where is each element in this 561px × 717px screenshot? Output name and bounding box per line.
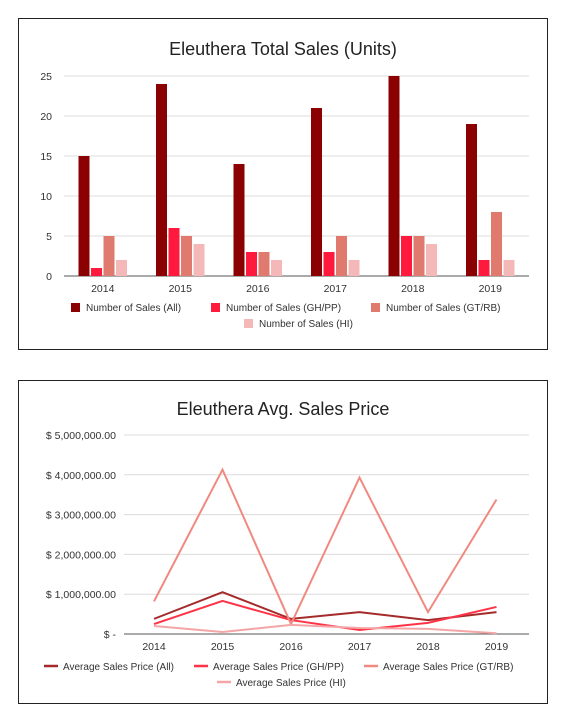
bar	[401, 236, 412, 276]
bar	[78, 156, 90, 276]
y-tick-label: $ 2,000,000.00	[46, 549, 116, 561]
bar	[323, 252, 335, 276]
bar	[491, 212, 502, 276]
series-line	[153, 599, 497, 632]
legend-label: Average Sales Price (All)	[63, 662, 174, 673]
bar	[116, 260, 127, 276]
legend-label: Average Sales Price (GH/PP)	[213, 662, 344, 673]
avg-sales-price-chart-panel: Eleuthera Avg. Sales Price $ - $ 1,000,00…	[18, 380, 548, 704]
bar	[503, 260, 515, 276]
bar	[233, 164, 245, 276]
x-tick-label: 2017	[348, 641, 372, 653]
series-line	[153, 591, 497, 622]
legend-swatch	[71, 303, 80, 312]
bar	[413, 236, 425, 276]
x-tick-label: 2019	[479, 283, 503, 295]
legend-label: Average Sales Price (GT/RB)	[383, 662, 513, 673]
bar	[348, 260, 360, 276]
bar	[156, 84, 167, 276]
x-tick-label: 2016	[246, 283, 270, 295]
y-tick-label: 10	[40, 191, 52, 203]
x-tick-label: 2015	[211, 641, 235, 653]
legend-swatch	[211, 303, 220, 312]
y-tick-label: 20	[40, 111, 52, 123]
bar	[193, 244, 205, 276]
bar	[311, 108, 322, 276]
x-tick-label: 2018	[416, 641, 440, 653]
series-line	[153, 623, 497, 635]
y-tick-label: 15	[40, 151, 52, 163]
legend-label: Number of Sales (HI)	[259, 319, 353, 330]
bar	[466, 124, 477, 276]
y-tick-label: $ 5,000,000.00	[46, 430, 116, 442]
bar	[181, 236, 192, 276]
legend-label: Average Sales Price (HI)	[236, 678, 346, 689]
legend-label: Number of Sales (GT/RB)	[386, 303, 500, 314]
bar	[103, 236, 115, 276]
legend-label: Number of Sales (GH/PP)	[226, 303, 341, 314]
legend-swatch	[244, 319, 253, 328]
total-sales-bar-chart: Eleuthera Total Sales (Units) 0 5 10 15 20 25…	[40, 39, 529, 330]
y-tick-label: $ 4,000,000.00	[46, 470, 116, 482]
y-tick-label: 5	[46, 231, 52, 243]
bar	[478, 260, 490, 276]
y-tick-label: $ 3,000,000.00	[46, 510, 116, 522]
bar	[91, 268, 102, 276]
total-sales-chart-panel: Eleuthera Total Sales (Units) 0 5 10 15 20 25…	[18, 18, 548, 350]
bar	[426, 244, 437, 276]
legend-label: Number of Sales (All)	[86, 303, 181, 314]
x-tick-label: 2018	[401, 283, 425, 295]
y-tick-label: $ -	[104, 629, 117, 641]
chart-title: Eleuthera Avg. Sales Price	[177, 399, 390, 419]
y-tick-label: $ 1,000,000.00	[46, 589, 116, 601]
legend-swatch	[371, 303, 380, 312]
x-tick-label: 2017	[324, 283, 348, 295]
x-tick-label: 2016	[279, 641, 303, 653]
bar	[258, 252, 270, 276]
bar	[246, 252, 257, 276]
x-tick-label: 2015	[169, 283, 193, 295]
x-tick-label: 2014	[142, 641, 166, 653]
y-tick-label: 0	[46, 271, 52, 283]
chart-title: Eleuthera Total Sales (Units)	[169, 39, 397, 59]
bar	[271, 260, 282, 276]
x-tick-label: 2019	[485, 641, 509, 653]
bar	[168, 228, 180, 276]
avg-sales-price-line-chart: Eleuthera Avg. Sales Price $ - $ 1,000,00…	[44, 399, 529, 689]
x-tick-label: 2014	[91, 283, 115, 295]
bar	[388, 76, 400, 276]
y-tick-label: 25	[40, 71, 52, 83]
series-line	[153, 467, 498, 627]
bar	[336, 236, 347, 276]
